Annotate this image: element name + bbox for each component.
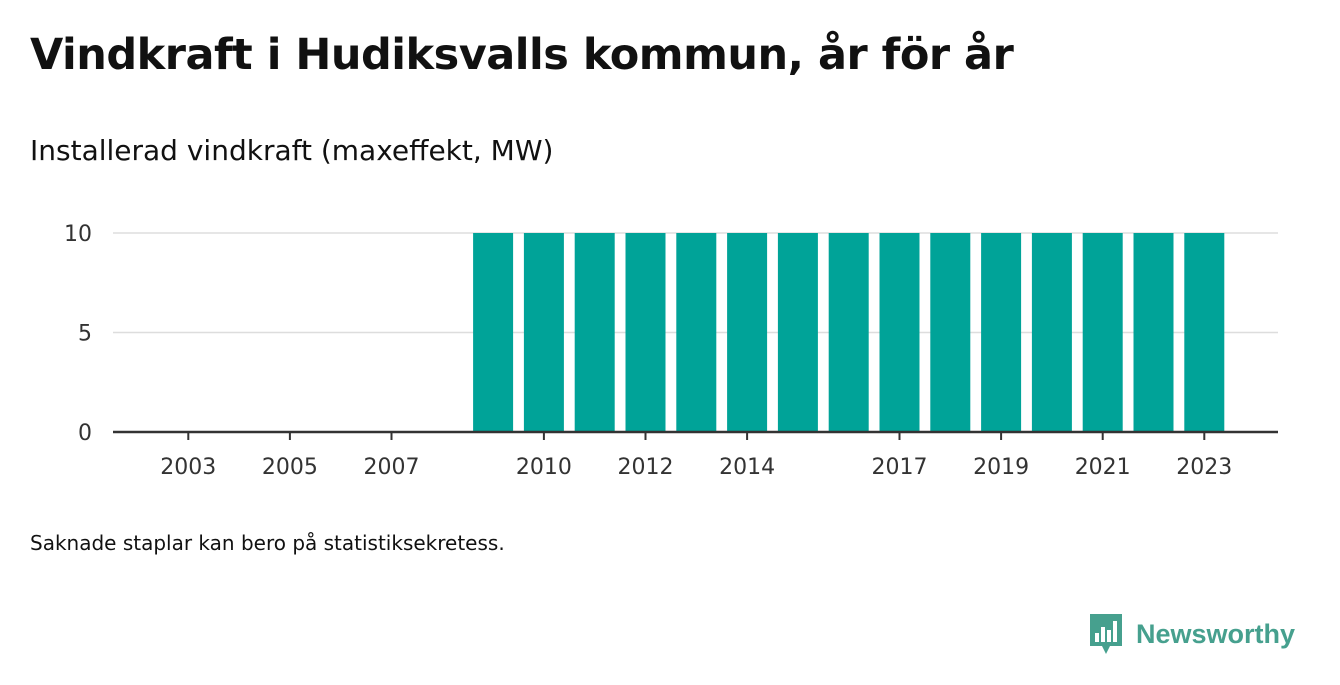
x-tick-label: 2007 <box>364 455 420 480</box>
x-tick-label: 2014 <box>719 455 775 480</box>
bar-chart-bubble-icon <box>1090 614 1122 654</box>
x-tick-label: 2021 <box>1075 455 1131 480</box>
x-tick-label: 2010 <box>516 455 572 480</box>
chart-title: Vindkraft i Hudiksvalls kommun, år för å… <box>30 30 1014 80</box>
x-tick-label: 2019 <box>973 455 1029 480</box>
bars <box>473 233 1225 432</box>
bar-chart: 0 5 10 2003 2005 2007 2010 2012 2014 2017 2019 2021… <box>64 222 1278 480</box>
x-tick-label: 2023 <box>1176 455 1232 480</box>
bar <box>676 233 717 432</box>
bar <box>1133 233 1174 432</box>
bar <box>625 233 666 432</box>
bar <box>828 233 869 432</box>
y-tick-label: 10 <box>64 222 92 247</box>
brand-logo: Newsworthy <box>1088 611 1295 657</box>
y-tick-label: 5 <box>78 322 92 347</box>
footnote: Saknade staplar kan bero på statistiksek… <box>30 531 505 555</box>
bar <box>727 233 768 432</box>
x-tick-label: 2005 <box>262 455 318 480</box>
bar <box>473 233 514 432</box>
x-tick-label: 2003 <box>160 455 216 480</box>
axes: 0 5 10 2003 2005 2007 2010 2012 2014 2017 2019 2021… <box>64 222 1278 480</box>
x-tick-label: 2012 <box>618 455 674 480</box>
brand-name: Newsworthy <box>1136 618 1296 649</box>
y-tick-label: 0 <box>78 421 92 446</box>
bar <box>777 233 818 432</box>
chart-subtitle: Installerad vindkraft (maxeffekt, MW) <box>30 134 554 167</box>
bar <box>930 233 971 432</box>
bar <box>1184 233 1225 432</box>
x-tick-label: 2017 <box>872 455 928 480</box>
bar <box>981 233 1022 432</box>
bar <box>1082 233 1123 432</box>
bar <box>1031 233 1072 432</box>
bar <box>523 233 564 432</box>
bar <box>574 233 615 432</box>
bar <box>879 233 920 432</box>
